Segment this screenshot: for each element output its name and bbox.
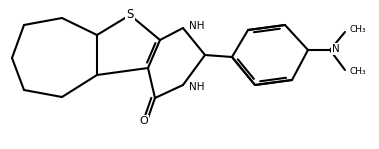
Text: N: N <box>332 44 340 54</box>
Text: CH₃: CH₃ <box>349 67 366 76</box>
Text: CH₃: CH₃ <box>349 25 366 35</box>
Text: O: O <box>139 116 148 126</box>
Text: NH: NH <box>189 82 205 92</box>
Text: S: S <box>126 8 134 21</box>
Text: NH: NH <box>189 21 205 31</box>
